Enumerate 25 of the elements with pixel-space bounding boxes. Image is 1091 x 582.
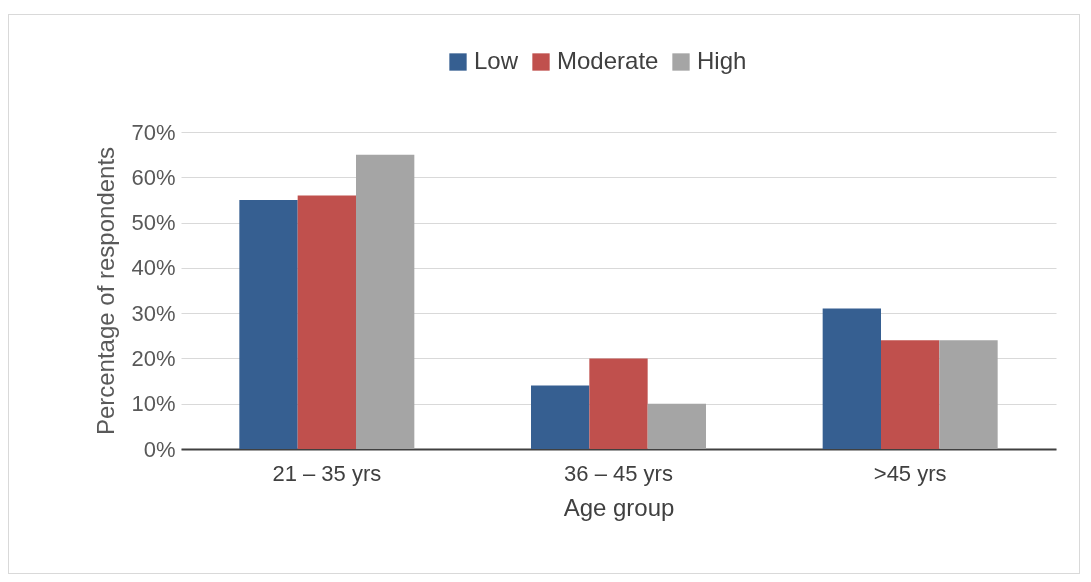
y-tick-label: 60%	[131, 164, 176, 190]
legend-label: High	[697, 47, 747, 74]
x-tick-label: 21 – 35 yrs	[272, 460, 382, 486]
y-tick-label: 20%	[131, 345, 176, 371]
bar	[356, 154, 415, 449]
bar	[589, 358, 648, 449]
legend-label: Low	[474, 47, 519, 74]
bar	[297, 195, 356, 449]
y-axis-title: Percentage of respondents	[92, 146, 120, 436]
bar	[531, 385, 590, 449]
bar	[239, 199, 298, 449]
bar	[822, 308, 881, 449]
y-tick-label: 40%	[131, 255, 176, 281]
y-tick-label: 70%	[131, 119, 176, 145]
bar	[881, 340, 940, 449]
bar	[647, 403, 706, 449]
x-tick-label: 36 – 45 yrs	[564, 460, 673, 486]
x-axis-title: Age group	[563, 493, 675, 521]
y-tick-label: 30%	[131, 300, 176, 326]
y-tick-label: 50%	[131, 210, 176, 236]
y-tick-label: 10%	[131, 391, 176, 417]
legend-label: Moderate	[557, 47, 659, 74]
bar	[939, 340, 998, 449]
y-tick-label: 0%	[143, 436, 176, 462]
x-tick-label: >45 yrs	[873, 460, 947, 486]
